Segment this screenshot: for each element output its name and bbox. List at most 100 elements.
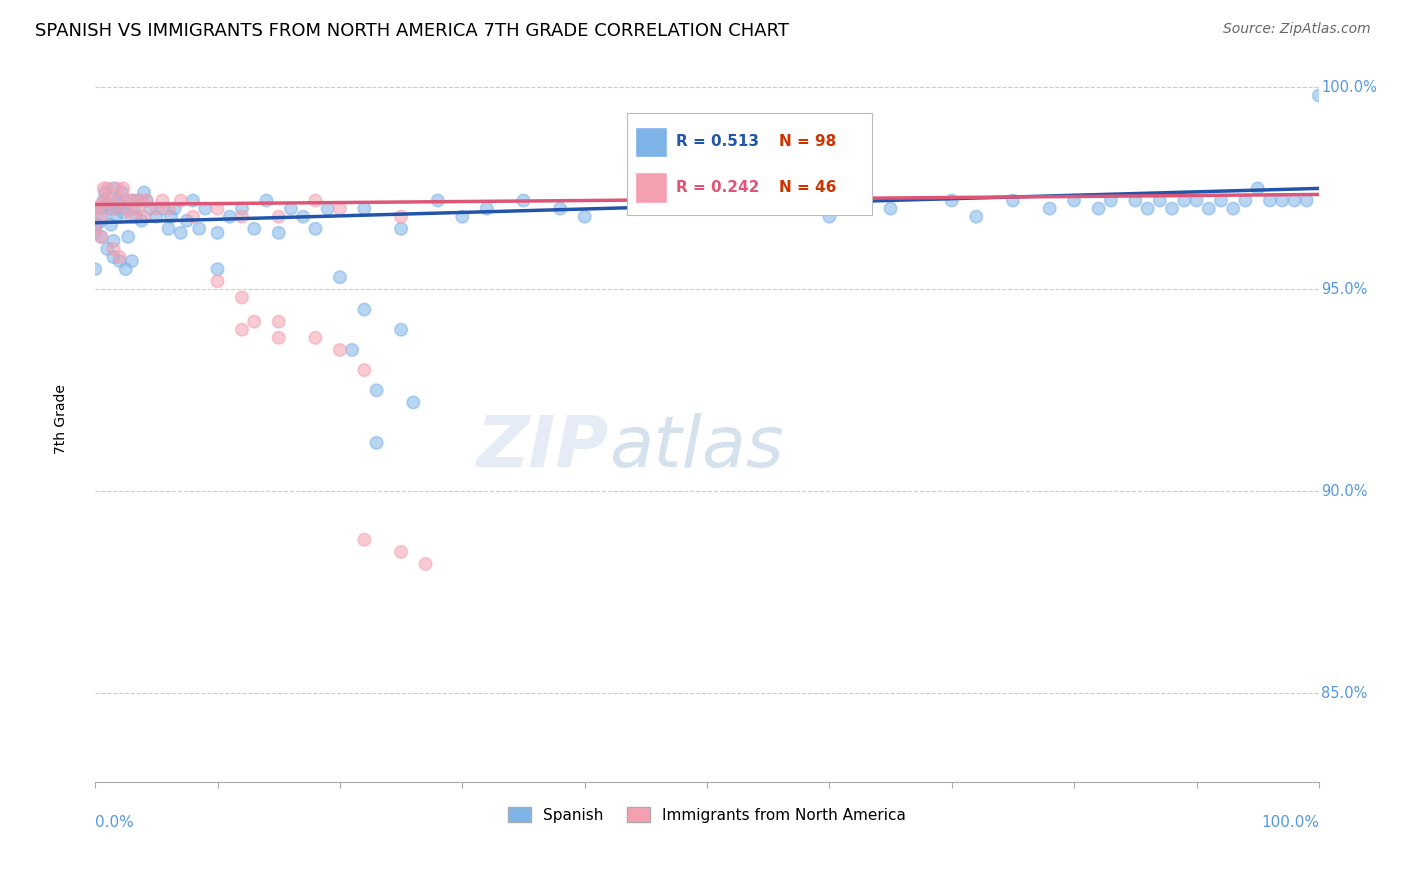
Point (1258, 194, 1281, 208)
Point (304, 194, 326, 208)
Point (304, 221, 326, 235)
Point (574, 210, 596, 224)
Point (93, 181, 115, 195)
Point (451, 210, 474, 224)
Point (108, 197, 131, 211)
Point (112, 205, 135, 219)
Point (389, 545, 412, 559)
Text: 100.0%: 100.0% (1261, 814, 1319, 830)
Point (366, 435, 388, 450)
Point (84, 226, 107, 240)
Point (340, 343, 363, 357)
Point (170, 194, 193, 208)
Point (329, 343, 352, 357)
Point (84, 221, 107, 235)
Point (108, 254, 131, 268)
Point (402, 395, 425, 409)
Text: atlas: atlas (609, 413, 783, 483)
Point (1149, 194, 1171, 208)
Point (267, 315, 290, 329)
Point (104, 210, 127, 224)
Point (90, 197, 112, 211)
Point (475, 202, 498, 216)
Point (103, 202, 125, 216)
Point (124, 202, 146, 216)
Point (90, 210, 112, 224)
Point (112, 181, 135, 195)
Point (512, 194, 534, 208)
Point (84, 202, 107, 216)
Point (124, 210, 146, 224)
Point (1185, 194, 1208, 208)
Text: 0.0%: 0.0% (96, 814, 134, 830)
Point (353, 202, 375, 216)
Point (93, 194, 115, 208)
Point (170, 226, 193, 240)
Point (90, 230, 112, 244)
Point (218, 210, 240, 224)
Point (135, 194, 157, 208)
Point (207, 226, 229, 240)
Text: ZIP: ZIP (477, 413, 609, 483)
Point (96, 197, 118, 211)
Point (132, 186, 155, 200)
Legend: Spanish, Immigrants from North America: Spanish, Immigrants from North America (502, 801, 912, 829)
Point (879, 202, 901, 216)
Point (96, 242, 118, 256)
Point (1198, 202, 1220, 216)
Text: 90.0%: 90.0% (1322, 483, 1368, 499)
Point (114, 202, 136, 216)
Point (131, 213, 153, 227)
Point (231, 323, 253, 337)
Point (1161, 202, 1184, 216)
Point (1234, 194, 1257, 208)
Point (132, 210, 155, 224)
Point (1247, 181, 1270, 195)
Point (84, 262, 107, 277)
Point (121, 254, 143, 268)
Point (1173, 194, 1195, 208)
Point (84, 218, 107, 232)
Point (108, 250, 131, 264)
Point (127, 194, 149, 208)
Point (1099, 194, 1122, 208)
Point (103, 181, 125, 195)
Point (103, 250, 125, 264)
Point (231, 290, 253, 304)
Point (207, 202, 229, 216)
Point (90, 230, 112, 244)
Point (965, 210, 987, 224)
Point (231, 202, 253, 216)
Point (207, 274, 229, 288)
Point (316, 202, 339, 216)
Point (139, 202, 162, 216)
Point (389, 210, 412, 224)
Point (121, 194, 143, 208)
Point (98, 194, 121, 208)
Point (124, 194, 146, 208)
Text: 100.0%: 100.0% (1322, 80, 1378, 95)
Point (267, 226, 290, 240)
Point (96, 181, 118, 195)
Point (103, 242, 125, 256)
Point (176, 213, 198, 227)
Point (1295, 194, 1317, 208)
Point (111, 186, 134, 200)
Point (145, 210, 167, 224)
Point (104, 202, 127, 216)
Point (243, 315, 266, 329)
Point (696, 181, 718, 195)
Point (145, 202, 167, 216)
Point (548, 202, 571, 216)
Point (304, 331, 326, 345)
Point (105, 194, 128, 208)
Point (243, 221, 266, 235)
Point (131, 194, 153, 208)
Point (1001, 194, 1024, 208)
Point (426, 194, 449, 208)
Point (117, 194, 139, 208)
Point (366, 384, 388, 398)
Text: 7th Grade: 7th Grade (55, 384, 69, 453)
Point (1136, 202, 1159, 216)
Point (1063, 194, 1085, 208)
